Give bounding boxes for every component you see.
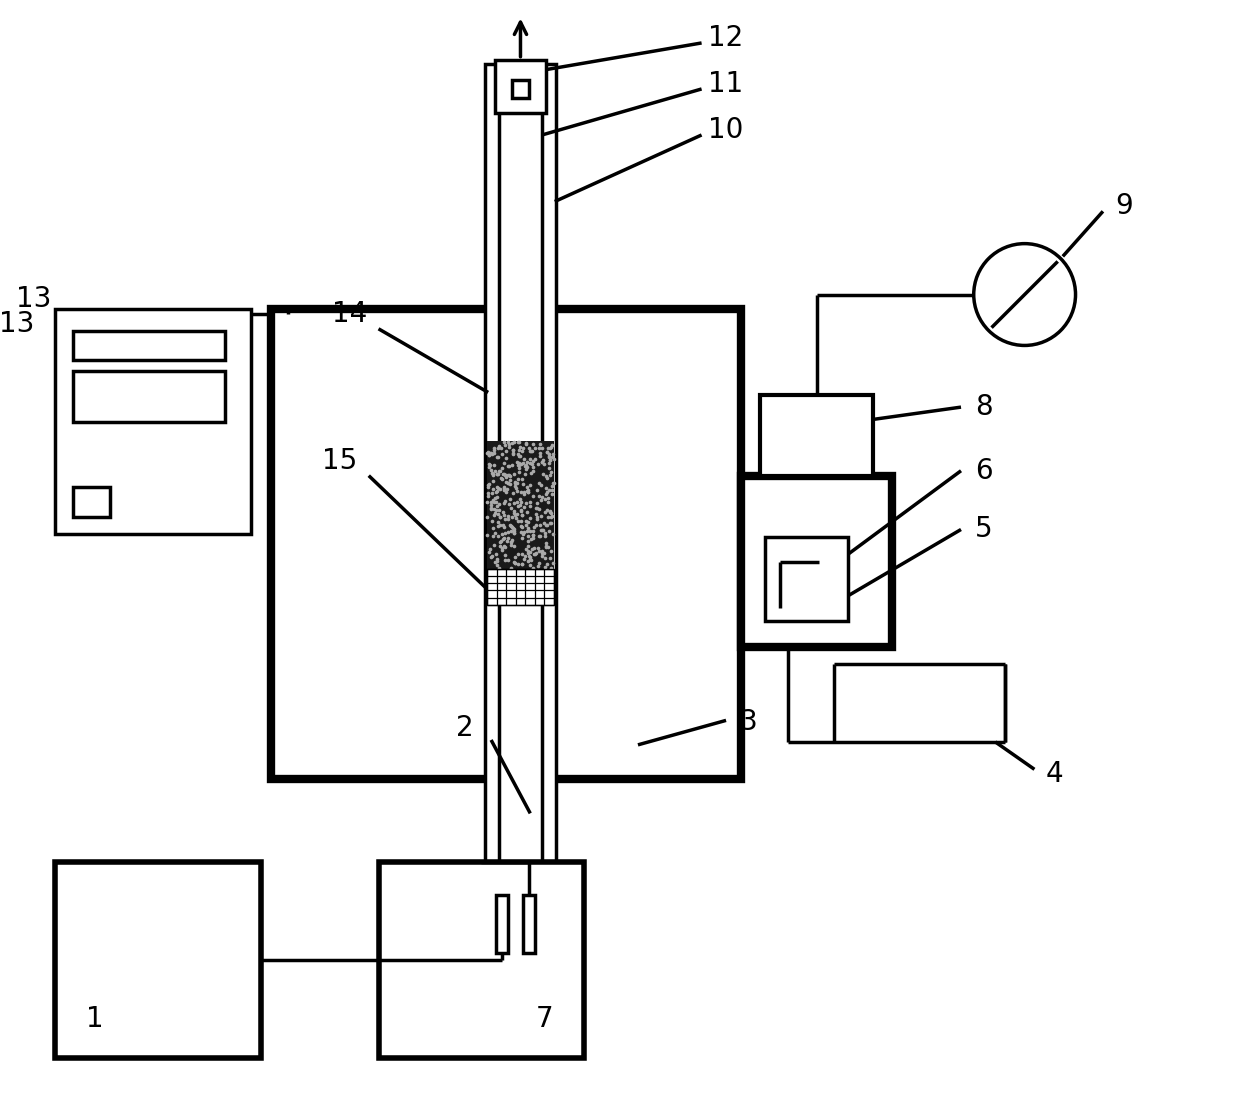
Circle shape [973,244,1075,346]
Bar [73,371,224,422]
Bar [740,476,893,647]
Bar [523,894,536,954]
Bar [270,309,740,779]
Text: 2: 2 [456,714,474,742]
Text: 8: 8 [975,393,992,421]
Text: 13: 13 [16,286,52,314]
Bar [487,442,554,569]
Text: 10: 10 [708,116,744,145]
Bar [495,60,546,114]
Bar [765,538,848,620]
Bar [56,862,262,1058]
Bar [485,64,556,896]
Bar [487,569,554,605]
Text: 11: 11 [708,70,744,98]
Text: 6: 6 [975,457,992,485]
Bar [73,331,224,360]
Bar [760,395,873,476]
Text: 9: 9 [1116,192,1133,221]
Text: 4: 4 [1045,761,1063,788]
Bar [496,894,507,954]
Text: 3: 3 [740,709,758,736]
Text: 15: 15 [321,447,357,475]
Text: 5: 5 [975,516,992,543]
Text: 14: 14 [331,300,367,328]
Text: 13: 13 [0,310,33,338]
Bar [73,487,110,517]
Text: 1: 1 [86,1005,103,1033]
Bar [512,81,529,98]
Bar [56,309,252,534]
Text: 12: 12 [708,24,744,52]
Bar [378,862,584,1058]
Text: 7: 7 [536,1005,554,1033]
